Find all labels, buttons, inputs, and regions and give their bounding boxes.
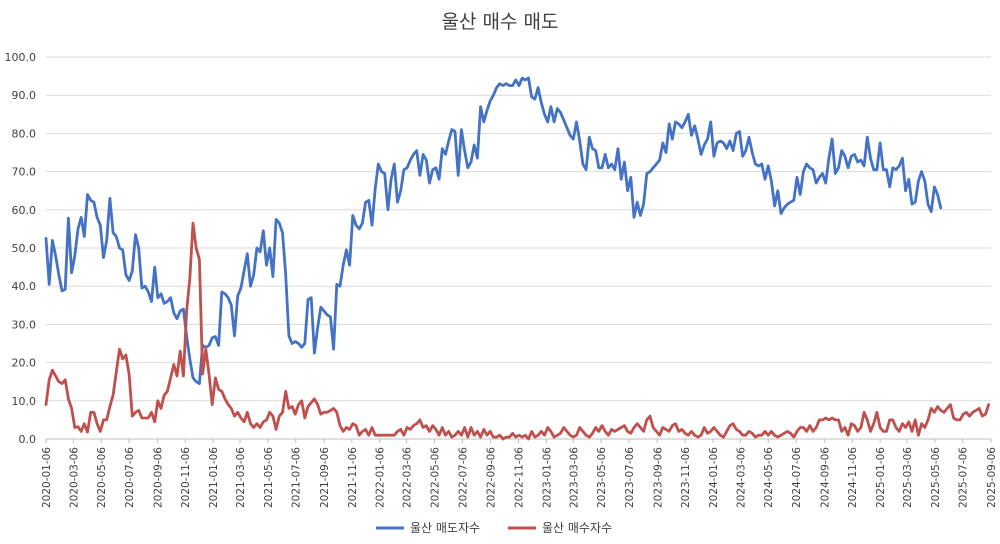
x-tick-label: 2024-05-06 — [763, 447, 775, 508]
x-tick-label: 2022-11-06 — [514, 447, 526, 508]
y-tick-label: 20.0 — [12, 357, 37, 370]
x-tick-label: 2024-03-06 — [735, 447, 747, 508]
x-tick-label: 2020-05-06 — [96, 447, 108, 508]
x-tick-label: 2022-03-06 — [402, 447, 414, 508]
y-tick-label: 80.0 — [12, 127, 37, 140]
x-tick-label: 2021-03-06 — [235, 447, 247, 508]
x-tick-label: 2021-01-06 — [208, 447, 220, 508]
x-tick-label: 2025-05-06 — [930, 447, 942, 508]
x-tick-label: 2022-07-06 — [457, 447, 469, 508]
x-tick-label: 2025-01-06 — [875, 447, 887, 508]
x-tick-label: 2020-07-06 — [124, 447, 136, 508]
y-tick-label: 60.0 — [12, 204, 37, 217]
x-axis: 2020-01-06 2020-03-06 2020-05-06 2020-07-06… — [41, 438, 998, 508]
x-tick-label: 2022-05-06 — [430, 447, 442, 508]
x-tick-label: 2024-09-06 — [819, 447, 831, 508]
x-tick-label: 2023-01-06 — [541, 447, 553, 508]
gridlines — [46, 56, 991, 402]
x-tick-label: 2021-05-06 — [263, 447, 275, 508]
y-tick-label: 0.0 — [19, 433, 37, 446]
x-tick-label: 2023-05-06 — [596, 447, 608, 508]
x-tick-label: 2022-09-06 — [486, 447, 498, 508]
y-tick-label: 10.0 — [12, 395, 37, 408]
legend: 울산 매도자수 울산 매수자수 — [376, 521, 612, 535]
y-tick-label: 50.0 — [12, 242, 37, 255]
x-tick-label: 2021-11-06 — [347, 447, 359, 508]
x-tick-label: 2020-09-06 — [152, 447, 164, 508]
y-axis: 0.0 10.0 20.0 30.0 40.0 50.0 60.0 70.0 80.0 90.0 1… — [5, 51, 37, 446]
x-tick-label: 2025-07-06 — [958, 447, 970, 508]
series-line-1 — [44, 76, 943, 386]
x-tick-label: 2020-03-06 — [68, 447, 80, 508]
x-tick-label: 2022-01-06 — [375, 447, 387, 508]
y-tick-label: 100.0 — [5, 51, 37, 64]
x-tick-label: 2025-09-06 — [986, 447, 998, 508]
chart-title: 울산 매수 매도 — [442, 11, 559, 33]
series-lines — [44, 76, 991, 441]
y-tick-label: 40.0 — [12, 280, 37, 293]
series-line-2 — [44, 221, 991, 441]
x-tick-label: 2024-11-06 — [847, 447, 859, 508]
x-tick-label: 2024-07-06 — [791, 447, 803, 508]
x-tick-label: 2020-01-06 — [41, 447, 53, 508]
x-tick-label: 2024-01-06 — [708, 447, 720, 508]
x-tick-label: 2021-07-06 — [291, 447, 303, 508]
y-tick-label: 30.0 — [12, 318, 37, 331]
x-tick-label: 2023-09-06 — [652, 447, 664, 508]
x-tick-label: 2025-03-06 — [902, 447, 914, 508]
x-tick-label: 2023-07-06 — [624, 447, 636, 508]
y-tick-label: 70.0 — [12, 166, 37, 179]
x-tick-label: 2021-09-06 — [319, 447, 331, 508]
legend-label-2: 울산 매수자수 — [542, 521, 612, 535]
x-tick-label: 2023-11-06 — [680, 447, 692, 508]
x-tick-label: 2020-11-06 — [180, 447, 192, 508]
x-tick-label: 2023-03-06 — [568, 447, 580, 508]
legend-label-1: 울산 매도자수 — [410, 521, 480, 535]
y-tick-label: 90.0 — [12, 89, 37, 102]
